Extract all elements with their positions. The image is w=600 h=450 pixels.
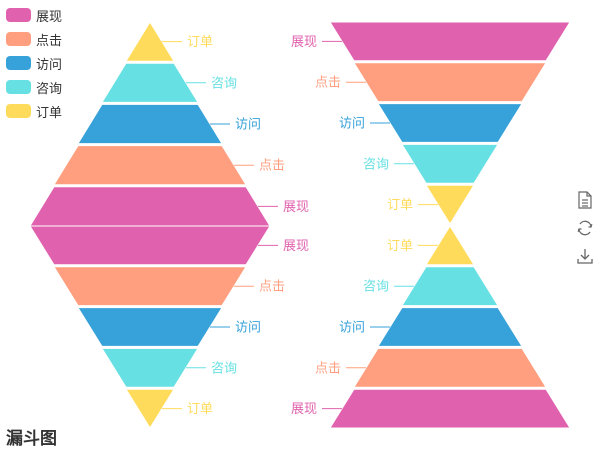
funnel-segment[interactable]: [77, 307, 223, 347]
legend-label: 咨询: [36, 81, 63, 97]
legend-item[interactable]: 订单: [6, 99, 86, 123]
segment-label: 访问: [339, 321, 365, 336]
segment-label: 展现: [283, 239, 309, 254]
segment-label: 点击: [315, 361, 341, 376]
restore-icon[interactable]: [574, 214, 596, 242]
segment-label: 点击: [259, 159, 285, 174]
legend-label: 点击: [36, 33, 63, 49]
legend-item[interactable]: 访问: [6, 51, 86, 75]
funnel-segment[interactable]: [353, 347, 547, 388]
legend-label: 订单: [36, 105, 63, 121]
funnel-segment[interactable]: [353, 62, 547, 103]
segment-label: 订单: [387, 239, 413, 254]
segment-label: 展现: [291, 402, 317, 417]
funnel-segment[interactable]: [377, 307, 523, 347]
funnel-segment[interactable]: [53, 145, 247, 186]
funnel-segment[interactable]: [77, 103, 223, 145]
legend-item[interactable]: 点击: [6, 27, 86, 51]
segment-label: 访问: [235, 118, 261, 133]
funnel-segment[interactable]: [53, 266, 247, 307]
segment-label: 订单: [187, 402, 213, 417]
legend-label: 访问: [36, 57, 63, 73]
funnel-segment[interactable]: [101, 347, 199, 388]
segment-label: 订单: [387, 198, 413, 213]
segment-label: 展现: [283, 200, 309, 215]
legend-swatch: [6, 104, 31, 118]
funnel-segment[interactable]: [401, 266, 499, 307]
funnel-segment[interactable]: [401, 143, 499, 184]
segment-label: 咨询: [363, 280, 389, 295]
funnel-segment[interactable]: [29, 186, 271, 227]
funnel-segment[interactable]: [29, 225, 271, 266]
segment-label: 咨询: [211, 361, 237, 376]
legend-swatch: [6, 8, 31, 22]
chart-toolbox: [574, 186, 596, 270]
segment-label: 访问: [339, 117, 365, 132]
legend-label: 展现: [36, 9, 63, 25]
legend-item[interactable]: 展现: [6, 3, 86, 27]
legend-swatch: [6, 56, 31, 70]
funnel-segment[interactable]: [101, 62, 199, 103]
chart-title: 漏斗图: [6, 429, 57, 449]
funnel-segment[interactable]: [329, 388, 571, 429]
legend-swatch: [6, 32, 31, 46]
segment-label: 展现: [291, 35, 317, 50]
segment-label: 咨询: [363, 157, 389, 172]
download-icon[interactable]: [574, 242, 596, 270]
segment-label: 咨询: [211, 76, 237, 91]
chart-legend: 展现点击访问咨询订单: [6, 3, 86, 123]
segment-label: 点击: [259, 280, 285, 295]
segment-label: 点击: [315, 76, 341, 91]
funnel-segment[interactable]: [377, 103, 523, 143]
segment-label: 订单: [187, 35, 213, 50]
legend-swatch: [6, 80, 31, 94]
save-as-image-icon[interactable]: [574, 186, 596, 214]
funnel-segment[interactable]: [329, 21, 571, 62]
legend-item[interactable]: 咨询: [6, 75, 86, 99]
segment-label: 访问: [235, 321, 261, 336]
